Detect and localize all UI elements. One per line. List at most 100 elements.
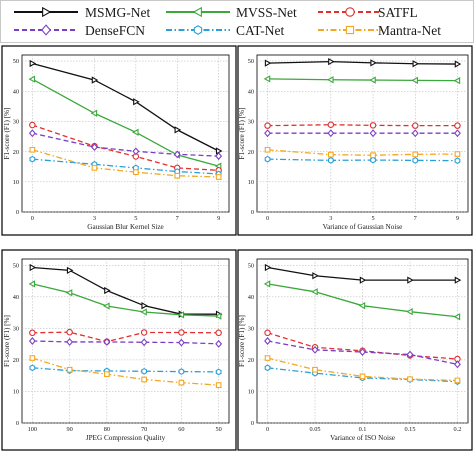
data-point	[178, 329, 185, 336]
x-tick-label: 0.1	[359, 426, 367, 433]
data-point	[328, 151, 334, 158]
legend-marker	[345, 7, 355, 17]
y-tick-label: 0	[251, 209, 254, 216]
legend-item-msmg-net: MSMG-Net	[14, 5, 151, 20]
data-point	[454, 157, 461, 165]
series-mvss-net	[28, 280, 222, 320]
data-point	[28, 129, 36, 138]
data-point	[264, 146, 271, 153]
y-tick-label: 30	[248, 119, 254, 126]
series-msmg-net	[264, 58, 462, 68]
data-point	[327, 157, 334, 164]
data-point	[311, 345, 319, 354]
data-point	[29, 364, 36, 372]
y-tick-label: 40	[13, 88, 19, 95]
data-point	[140, 308, 147, 316]
data-point	[132, 128, 139, 136]
series-mvss-net	[263, 75, 461, 85]
data-point	[177, 311, 185, 319]
data-point	[454, 122, 461, 129]
data-point	[90, 109, 98, 117]
data-point	[264, 355, 271, 361]
legend-label: SATFL	[378, 5, 418, 20]
data-point	[411, 129, 419, 138]
series-cat-net	[264, 155, 461, 165]
y-tick-label: 20	[248, 149, 254, 156]
legend-item-mvss-net: MVSS-Net	[166, 5, 297, 20]
data-point	[359, 348, 366, 356]
x-tick-label: 9	[217, 215, 220, 222]
data-point	[369, 76, 376, 84]
panel-jpeg-compression: 0 10 20 30 40 50 100 90 80 70 60 50 JPEG Compression…	[1, 249, 237, 451]
data-point	[264, 329, 271, 337]
x-tick-label: 5	[134, 215, 137, 222]
data-point	[66, 328, 73, 336]
series-line	[267, 367, 458, 383]
y-tick-label: 30	[13, 119, 19, 126]
data-point	[454, 151, 461, 157]
series-line	[32, 340, 219, 345]
data-point	[141, 302, 148, 310]
data-point	[370, 152, 376, 159]
data-point	[104, 286, 111, 295]
x-tick-label: 3	[329, 215, 332, 222]
x-tick-label: 80	[104, 426, 110, 433]
x-tick-label: 0	[266, 215, 269, 222]
data-point	[133, 169, 139, 175]
y-tick-label: 40	[13, 294, 19, 301]
x-tick-label: 70	[141, 426, 147, 433]
data-point	[263, 75, 271, 83]
series-line	[267, 340, 458, 365]
series-mantra-net	[264, 146, 461, 159]
chart-legend: MSMG-Net MVSS-Net SATFL DenseFCN CAT-Net Mant…	[0, 0, 474, 43]
data-point	[454, 276, 462, 284]
data-point	[29, 146, 36, 153]
x-axis-label: Gaussian Blur Kernel Size	[87, 223, 163, 231]
data-point	[312, 272, 319, 280]
y-tick-label: 20	[13, 357, 19, 364]
data-point	[264, 129, 271, 138]
y-tick-label: 10	[13, 389, 19, 396]
data-point	[66, 366, 73, 373]
legend-item-densefcn: DenseFCN	[14, 23, 145, 38]
x-axis-label: JPEG Compression Quality	[86, 434, 166, 442]
data-point	[453, 77, 461, 85]
series-mantra-net	[29, 355, 222, 389]
y-tick-label: 50	[248, 58, 254, 65]
data-point	[29, 59, 37, 68]
legend-marker	[193, 25, 203, 35]
data-point	[327, 121, 335, 128]
y-tick-label: 0	[16, 420, 19, 427]
data-point	[141, 376, 147, 383]
data-point	[215, 174, 222, 180]
series-line	[32, 266, 219, 315]
data-point	[406, 308, 413, 316]
series-line	[32, 367, 219, 373]
data-point	[311, 288, 318, 296]
series-satfl	[264, 121, 461, 129]
data-point	[215, 152, 223, 161]
y-tick-label: 20	[248, 357, 254, 364]
data-point	[215, 339, 223, 348]
data-point	[358, 302, 366, 310]
x-tick-label: 0	[31, 215, 34, 222]
series-mantra-net	[29, 146, 222, 180]
y-tick-label: 50	[13, 58, 19, 65]
data-point	[264, 59, 272, 67]
x-tick-label: 50	[216, 426, 222, 433]
series-msmg-net	[29, 59, 223, 155]
series-msmg-net	[264, 263, 462, 284]
y-axis-label: F1-score (F1) [%]	[238, 315, 246, 367]
data-point	[174, 126, 182, 134]
legend-label: MSMG-Net	[85, 5, 151, 20]
legend-item-mantra-net: Mantra-Net	[318, 23, 441, 38]
data-point	[91, 165, 98, 171]
panel-gaussian-noise: 0 10 20 30 40 50 0 3 5 7 9 Variance of Gaussian Noi…	[237, 45, 473, 236]
y-tick-label: 40	[248, 294, 254, 301]
y-tick-label: 30	[248, 326, 254, 333]
data-point	[407, 276, 414, 284]
data-point	[312, 366, 318, 373]
data-point	[369, 122, 377, 129]
data-point	[215, 147, 223, 155]
